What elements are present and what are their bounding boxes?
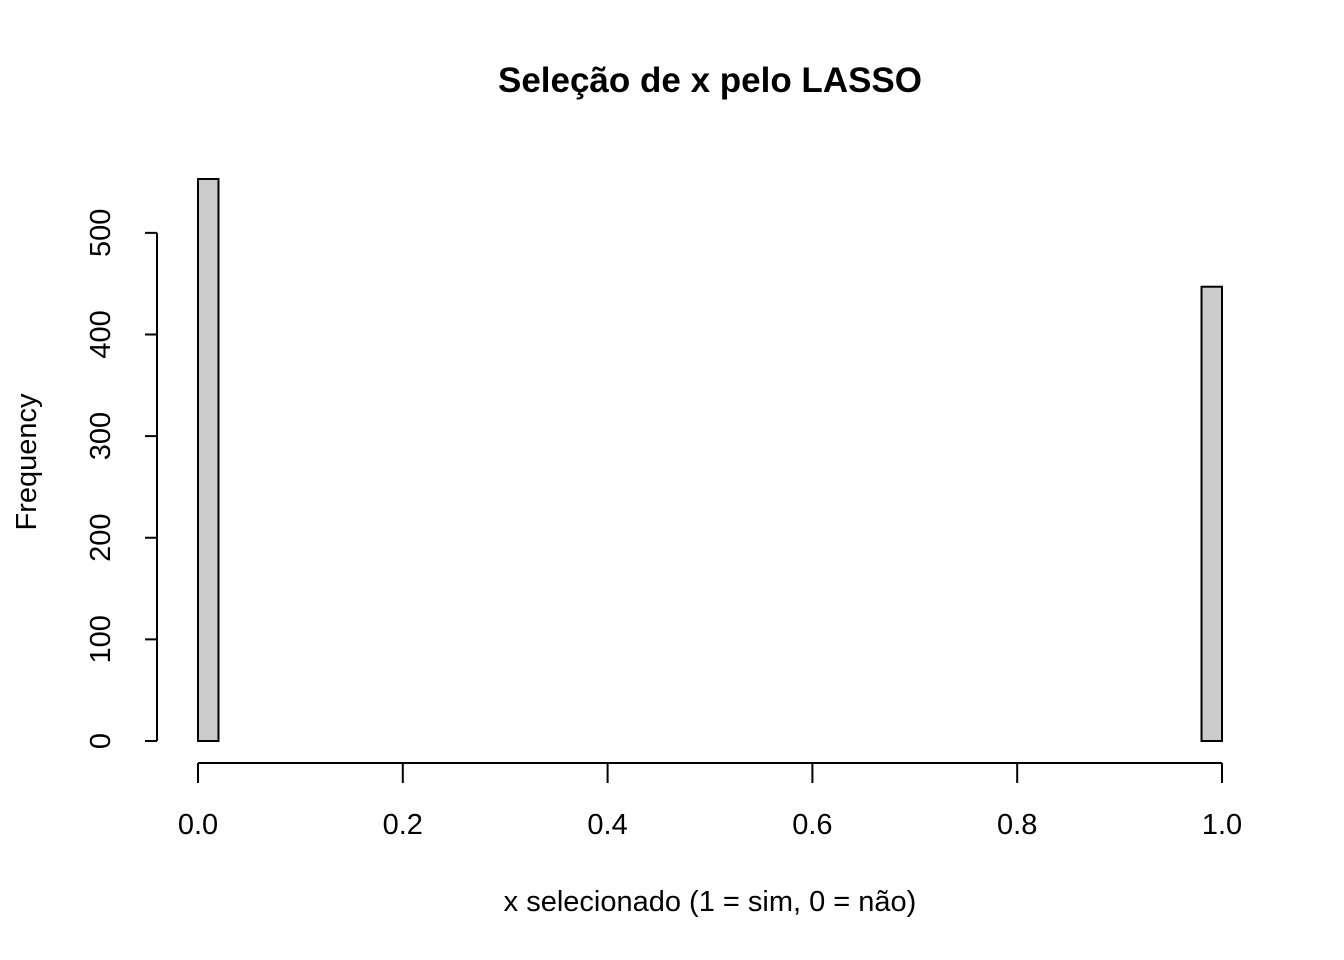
y-tick-label: 300 (85, 412, 117, 460)
x-tick-label: 0.6 (792, 809, 832, 841)
y-axis-label: Frequency (11, 393, 43, 531)
bar (197, 178, 220, 742)
x-tick-label: 0.4 (587, 809, 627, 841)
bar (1200, 285, 1224, 742)
y-tick-label: 0 (85, 733, 117, 749)
y-tick-label: 400 (85, 310, 117, 358)
y-tick-label: 100 (85, 615, 117, 663)
y-tick-label: 200 (85, 514, 117, 562)
x-tick-label: 1.0 (1202, 809, 1242, 841)
chart-title: Seleção de x pelo LASSO (498, 61, 922, 100)
x-tick-label: 0.8 (997, 809, 1037, 841)
x-tick-label: 0.2 (383, 809, 423, 841)
x-axis-label: x selecionado (1 = sim, 0 = não) (504, 886, 917, 918)
x-tick-label: 0.0 (178, 809, 218, 841)
y-tick-label: 500 (85, 209, 117, 257)
